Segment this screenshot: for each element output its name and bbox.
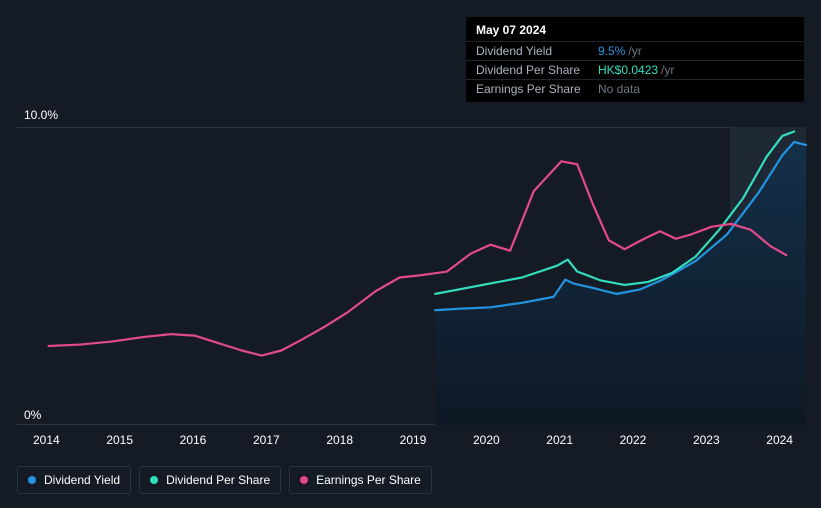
tooltip-row-unit: /yr	[628, 44, 641, 58]
legend-dot-icon	[150, 476, 158, 484]
x-axis-tick-label: 2016	[180, 433, 207, 447]
tooltip-row-label: Dividend Yield	[476, 44, 586, 58]
legend-item[interactable]: Dividend Yield	[17, 466, 131, 494]
legend-dot-icon	[28, 476, 36, 484]
legend-item-label: Earnings Per Share	[316, 473, 421, 487]
legend-item-label: Dividend Per Share	[166, 473, 270, 487]
tooltip-row: Dividend Yield 9.5%/yr	[466, 41, 804, 60]
x-axis-tick-label: 2022	[620, 433, 647, 447]
x-axis-tick-label: 2018	[326, 433, 353, 447]
x-axis-labels: 2014 2015 2016 2017 2018 2019 2020 2021 2022 2023…	[33, 433, 793, 447]
tooltip-row-value: HK$0.0423	[598, 63, 658, 77]
tooltip-row: Dividend Per Share HK$0.0423/yr	[466, 60, 804, 79]
tooltip-row: Earnings Per Share No data	[466, 79, 804, 98]
tooltip-row-unit: /yr	[661, 63, 674, 77]
tooltip-row-label: Dividend Per Share	[476, 63, 586, 77]
chart-svg	[17, 127, 806, 425]
tooltip-row-label: Earnings Per Share	[476, 82, 586, 96]
tooltip-date: May 07 2024	[466, 23, 804, 41]
x-axis-tick-label: 2015	[106, 433, 133, 447]
y-axis-top-label: 10.0%	[24, 108, 58, 122]
x-axis-tick-label: 2021	[546, 433, 573, 447]
legend: Dividend Yield Dividend Per Share Earnings…	[17, 466, 432, 494]
legend-item[interactable]: Earnings Per Share	[289, 466, 432, 494]
legend-dot-icon	[300, 476, 308, 484]
x-axis-tick-label: 2014	[33, 433, 60, 447]
x-axis-tick-label: 2024	[766, 433, 793, 447]
x-axis-tick-label: 2019	[400, 433, 427, 447]
tooltip-row-value: No data	[598, 82, 640, 96]
x-axis-tick-label: 2017	[253, 433, 280, 447]
tooltip-panel: May 07 2024 Dividend Yield9.5%/yrDividen…	[466, 17, 804, 102]
x-axis-tick-label: 2023	[693, 433, 720, 447]
x-axis-tick-label: 2020	[473, 433, 500, 447]
legend-item[interactable]: Dividend Per Share	[139, 466, 281, 494]
tooltip-row-value: 9.5%	[598, 44, 625, 58]
legend-item-label: Dividend Yield	[44, 473, 120, 487]
